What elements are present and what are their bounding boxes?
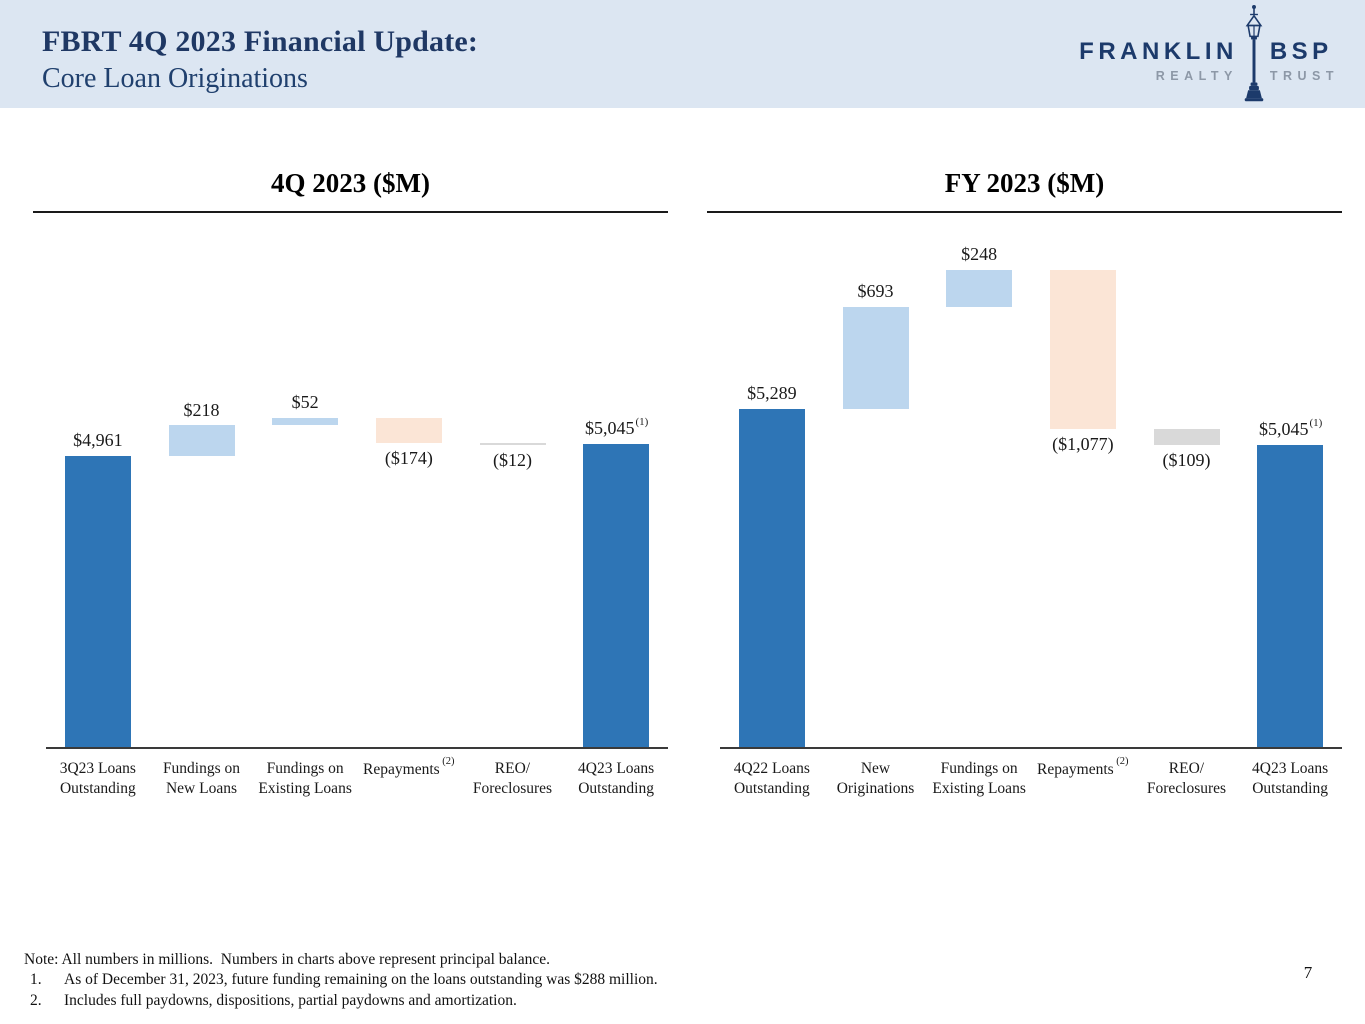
x-axis-label: REO/Foreclosures — [1146, 760, 1227, 797]
chart-4q-2023: 4Q 2023 ($M) $4,961 $218 $52 ($174) ($12) $5,… — [33, 168, 668, 799]
bar-value-label: $218 — [183, 399, 220, 420]
chart-fy-2023: FY 2023 ($M) $5,289 $693 $248 ($1,077) ($109… — [707, 168, 1342, 799]
lamppost-icon — [1244, 4, 1264, 102]
page-title-line2: Core Loan Originations — [42, 62, 308, 94]
bar-value-label: $5,289 — [747, 382, 797, 403]
x-axis-label: REO/Foreclosures — [472, 760, 553, 797]
logo-sub-realty: REALTY — [1155, 69, 1238, 83]
bar-value-label: $693 — [857, 280, 894, 301]
bar-value-label: $5,045(1) — [585, 416, 649, 439]
waterfall-plot-fy-2023: $5,289 $693 $248 ($1,077) ($109) $5,045(1) — [720, 229, 1342, 750]
waterfall-bar — [1257, 444, 1324, 748]
chart-title-4q-2023: 4Q 2023 ($M) — [33, 168, 668, 214]
footnote-number-1: 1. — [30, 971, 42, 989]
bar-value-label: ($174) — [384, 447, 433, 468]
bar-value-label: ($1,077) — [1052, 433, 1114, 454]
waterfall-bar — [168, 425, 235, 457]
bar-value-label: ($109) — [1162, 449, 1211, 470]
logo-sub-trust: TRUST — [1269, 69, 1339, 83]
waterfall-bar — [479, 442, 546, 445]
x-axis-label: 4Q23 Loans Outstanding — [1252, 760, 1329, 797]
page-number: 7 — [1303, 963, 1313, 982]
waterfall-bar — [842, 306, 909, 409]
x-axis-label: 4Q22 Loans Outstanding — [733, 760, 810, 797]
footnote-number-2: 2. — [30, 991, 42, 1009]
x-axis-label: Repayments (2) — [363, 756, 455, 779]
bar-value-label: $5,045(1) — [1259, 416, 1323, 439]
waterfall-bar — [1049, 270, 1116, 429]
logo-brand-franklin: FRANKLIN — [1079, 38, 1238, 65]
waterfall-bar — [583, 444, 650, 748]
x-axis-label: Repayments (2) — [1037, 756, 1129, 779]
bar-value-label: $248 — [961, 244, 998, 265]
page-title: FBRT 4Q 2023 Financial Update: Core Loan… — [42, 24, 478, 96]
x-axis-label: Fundings on New Loans — [162, 760, 241, 797]
x-axis-labels-4q-2023: 3Q23 Loans Outstanding Fundings on New Loan… — [46, 756, 668, 799]
x-axis-labels-fy-2023: 4Q22 Loans Outstanding New Originations Fund… — [720, 756, 1342, 799]
bar-value-label: $52 — [291, 392, 319, 413]
logo-right-column: BSP TRUST — [1270, 4, 1339, 83]
footnote-item-2: 2. Includes full paydowns, dispositions,… — [24, 992, 658, 1010]
x-axis-label: 4Q23 Loans Outstanding — [578, 760, 655, 797]
logo-left-column: FRANKLIN REALTY — [1079, 4, 1238, 83]
footnote-item-1: 1. As of December 31, 2023, future fundi… — [24, 971, 658, 989]
footnotes: Note: All numbers in millions. Numbers i… — [24, 951, 658, 1010]
waterfall-bar — [1153, 428, 1220, 445]
x-axis-label: 3Q23 Loans Outstanding — [59, 760, 136, 797]
x-axis-label: Fundings on Existing Loans — [258, 760, 352, 797]
x-axis-label: New Originations — [836, 760, 915, 797]
page-title-line1: FBRT 4Q 2023 Financial Update: — [42, 25, 479, 58]
x-axis-label: Fundings on Existing Loans — [932, 760, 1026, 797]
waterfall-bar — [738, 408, 805, 748]
waterfall-bar — [375, 418, 442, 443]
footnote-note: Note: All numbers in millions. Numbers i… — [24, 951, 551, 968]
bar-value-label: ($12) — [493, 449, 532, 470]
waterfall-bar — [272, 418, 339, 426]
chart-title-fy-2023: FY 2023 ($M) — [707, 168, 1342, 214]
waterfall-bar — [946, 270, 1013, 307]
header-band: FBRT 4Q 2023 Financial Update: Core Loan… — [0, 0, 1365, 108]
company-logo: FRANKLIN REALTY — [1079, 4, 1339, 106]
footnote-text-1: As of December 31, 2023, future funding … — [64, 971, 658, 989]
bar-value-label: $4,961 — [73, 430, 123, 451]
waterfall-bar — [64, 456, 131, 748]
footnote-text-2: Includes full paydowns, dispositions, pa… — [64, 991, 517, 1009]
waterfall-plot-4q-2023: $4,961 $218 $52 ($174) ($12) $5,045(1) — [46, 229, 668, 750]
logo-brand-bsp: BSP — [1269, 38, 1333, 65]
